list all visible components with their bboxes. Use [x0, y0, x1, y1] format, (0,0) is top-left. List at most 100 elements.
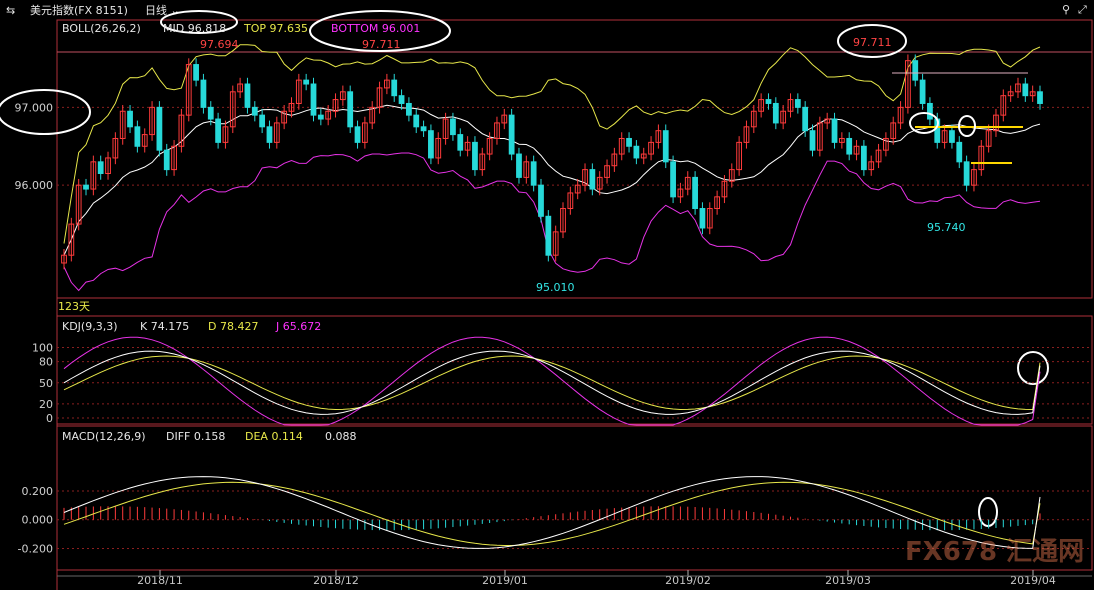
candle-body [472, 141, 478, 171]
candle-body [596, 176, 603, 190]
watermark: FX678 汇通网 [905, 537, 1085, 567]
candle-body [618, 137, 625, 155]
x-tick-label: 2019/03 [825, 574, 871, 587]
period-selector[interactable]: 日线 ⌄ [145, 4, 180, 17]
candle-body [838, 137, 845, 143]
candle-body [853, 145, 860, 155]
kdj-tick-label: 50 [39, 377, 53, 390]
candle-body [185, 64, 192, 116]
candle-body [890, 122, 897, 139]
kdj-j-line [63, 336, 1041, 426]
macd-hist-value: 0.088 [325, 430, 357, 443]
candle-body [229, 91, 236, 128]
candle-body [809, 130, 816, 151]
kdj-j-value: J 65.672 [276, 320, 322, 333]
high-label-2: 97.711 [362, 38, 401, 51]
kdj-d-value: D 78.427 [208, 320, 259, 333]
candle-body [971, 169, 977, 186]
annotation-ellipse [909, 112, 939, 134]
candle-body [750, 110, 757, 128]
price-panel-frame [56, 19, 1093, 299]
candle-body [97, 161, 104, 174]
pin-icon[interactable]: ⚲ [1062, 3, 1071, 16]
candle-body [75, 184, 82, 225]
candle-body [61, 254, 67, 264]
candle-body [450, 118, 456, 136]
candle-body [538, 184, 544, 217]
candle-body [772, 102, 779, 124]
candle-body [802, 106, 809, 132]
candle-body [354, 126, 361, 143]
macd-dea-line [63, 481, 1041, 546]
chart-header: ⇆ 美元指数(FX 8151) 日线 ⌄ ⚲ ⤢ [0, 0, 1094, 20]
x-tick-label: 2019/01 [482, 574, 528, 587]
candle-body [442, 118, 449, 139]
macd-tick-label: -0.200 [18, 542, 53, 555]
candle-body [420, 126, 427, 132]
candle-body [83, 184, 89, 190]
candle-body [699, 208, 706, 229]
candle-body [765, 99, 772, 104]
candle-body [611, 153, 618, 167]
annotation-ellipse [978, 497, 998, 527]
candle-body [1007, 91, 1014, 97]
candle-body [464, 141, 471, 151]
candle-body [714, 196, 720, 210]
annotation-ellipse [1017, 351, 1049, 385]
candle-body [1000, 95, 1007, 116]
candle-body [251, 106, 258, 116]
candle-body [692, 176, 698, 210]
x-tick-label: 2019/02 [665, 574, 711, 587]
macd-label[interactable]: MACD(12,26,9) [62, 430, 146, 443]
candle-body [90, 161, 97, 190]
expand-icon[interactable]: ⤢ [1078, 3, 1087, 16]
candle-body [494, 122, 500, 139]
candle-body [648, 141, 654, 155]
candle-body [215, 118, 221, 143]
candle-body [941, 130, 948, 143]
high-label-3: 97.711 [853, 36, 892, 49]
candle-body [119, 110, 126, 139]
annotation-ellipse [309, 10, 451, 52]
boll-top-value: TOP 97.635 [244, 22, 308, 35]
candle-body [860, 145, 867, 171]
candle-body [141, 134, 148, 147]
candle-body [171, 145, 177, 171]
candle-body [398, 95, 405, 104]
kdj-tick-label: 0 [46, 412, 53, 425]
candle-body [626, 137, 632, 147]
candle-body [736, 141, 743, 171]
candle-body [743, 126, 750, 143]
candle-body [134, 126, 141, 147]
candle-body [317, 114, 324, 120]
candle-body [413, 114, 420, 128]
candle-body [508, 114, 515, 155]
candle-body [516, 153, 522, 178]
high-label-1: 97.694 [200, 38, 239, 51]
candle-body [501, 114, 508, 124]
chevron-down-icon: ⌄ [167, 4, 180, 17]
candle-body [582, 169, 588, 186]
candle-body [486, 137, 493, 155]
candle-body [325, 110, 332, 120]
chart-switch-icon[interactable]: ⇆ [6, 4, 16, 17]
candle-body [677, 188, 684, 198]
candle-body [127, 110, 133, 128]
candle-body [310, 83, 317, 116]
candle-body [545, 215, 552, 256]
candle-body [604, 165, 610, 178]
candle-body [266, 126, 273, 143]
candle-body [706, 208, 713, 229]
candle-body [163, 149, 170, 171]
candle-body [670, 161, 676, 198]
candle-body [728, 169, 735, 182]
macd-dea-value: DEA 0.114 [245, 430, 303, 443]
candle-body [361, 122, 368, 143]
boll-label[interactable]: BOLL(26,26,2) [62, 22, 141, 35]
kdj-label[interactable]: KDJ(9,3,3) [62, 320, 118, 333]
candle-body [1022, 83, 1029, 97]
symbol-title[interactable]: 美元指数(FX 8151) [30, 4, 128, 17]
candle-body [112, 137, 119, 159]
candle-body [824, 118, 831, 124]
